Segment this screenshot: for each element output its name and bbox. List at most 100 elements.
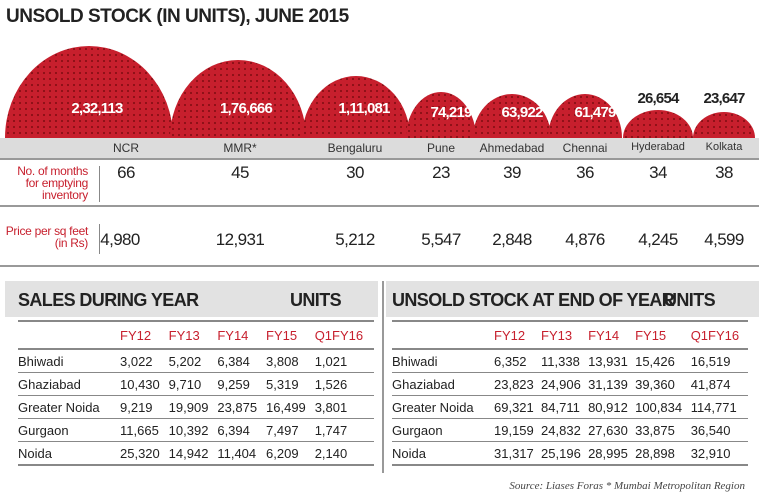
cell-value: 9,710 [168,372,218,396]
table-row: Ghaziabad 10,430 9,710 9,259 5,319 1,526 [18,372,374,396]
cell-value: 36,540 [690,418,748,442]
city-label: Pune [426,141,456,155]
column-header: Q1FY16 [690,321,748,350]
months-value: 36 [576,163,594,182]
column-header: FY12 [494,321,542,350]
cell-value: 13,931 [588,349,636,373]
cell-value: 114,771 [690,395,748,419]
table-row: Ghaziabad 23,823 24,906 31,139 39,360 41,874 [392,372,748,396]
cell-value: 3,801 [314,395,374,419]
months-value: 39 [503,163,521,182]
city-label: NCR [113,141,139,155]
column-header: FY12 [120,321,169,350]
months-value: 23 [432,163,450,182]
cell-value: 7,497 [266,418,315,442]
city-label: Kolkata [705,141,743,153]
sales-units: UNITS [290,290,342,310]
cell-value: 16,519 [690,349,748,373]
cell-value: 6,394 [217,418,267,442]
table-row: Gurgaon 11,665 10,392 6,394 7,497 1,747 [18,418,374,442]
cell-value: 31,139 [588,372,636,396]
cell-value: 84,711 [541,395,589,419]
row-label: Ghaziabad [392,372,494,396]
cell-value: 24,832 [541,418,589,442]
cell-value: 23,875 [217,395,267,419]
bubble-value-label: 63,922 [501,104,543,121]
divider [0,205,759,207]
row-label: Greater Noida [392,395,494,419]
cell-value: 6,352 [494,349,542,373]
price-value: 12,931 [215,230,265,249]
header-cell [18,321,120,350]
bubble-value-label: 61,479 [574,104,616,121]
chevron-icon [91,224,100,254]
table-row: Bhiwadi 3,022 5,202 6,384 3,808 1,021 [18,349,374,373]
bubble-value-label: 74,219 [430,104,472,121]
cell-value: 80,912 [588,395,636,419]
row-label: Gurgaon [392,418,494,442]
months-value: 66 [117,163,135,182]
sales-title: SALES DURING YEAR [18,290,199,310]
bubble [693,112,755,138]
cell-value: 23,823 [494,372,542,396]
row-label: Greater Noida [18,395,120,419]
table-header-row: FY12 FY13 FY14 FY15 Q1FY16 [18,321,374,350]
cell-value: 1,021 [314,349,374,373]
cell-value: 33,875 [635,418,691,442]
table-row: Bhiwadi 6,352 11,338 13,931 15,426 16,519 [392,349,748,373]
column-header: FY14 [217,321,267,350]
header-cell [392,321,494,350]
bubble-value-label: 1,76,666 [220,100,273,117]
city-label: Ahmedabad [479,141,545,155]
cell-value: 15,426 [635,349,691,373]
chart-title: UNSOLD STOCK (IN UNITS), JUNE 2015 [6,6,349,27]
bubble [623,110,693,138]
cell-value: 11,404 [217,441,267,466]
cell-value: 9,219 [120,395,169,419]
price-value: 5,212 [335,230,375,249]
cell-value: 6,209 [266,441,315,466]
bubble-value-label: 23,647 [703,90,745,107]
row-label: Gurgaon [18,418,120,442]
months-row-label: No. of months for emptying inventory [17,164,88,202]
price-value: 4,876 [565,230,605,249]
cell-value: 1,526 [314,372,374,396]
cell-value: 16,499 [266,395,315,419]
price-value: 4,245 [638,230,678,249]
cell-value: 19,159 [494,418,542,442]
sales-header-band [5,281,378,317]
cell-value: 9,259 [217,372,267,396]
city-band [0,138,759,160]
cell-value: 10,392 [168,418,218,442]
price-value: 5,547 [421,230,461,249]
cell-value: 69,321 [494,395,542,419]
city-label: Bengaluru [327,141,383,155]
unsold-units: UNITS [664,290,716,310]
price-value: 4,599 [704,230,744,249]
cell-value: 25,320 [120,441,169,466]
row-label: Noida [18,441,120,466]
cell-value: 6,384 [217,349,267,373]
table-row: Noida 25,320 14,942 11,404 6,209 2,140 [18,441,374,466]
cell-value: 3,808 [266,349,315,373]
bubble [170,60,306,138]
row-label: Noida [392,441,494,466]
cell-value: 5,202 [168,349,218,373]
unsold-table: FY12 FY13 FY14 FY15 Q1FY16 Bhiwadi 6,352 11,338… [392,320,748,466]
months-value: 38 [715,163,733,182]
table-row: Greater Noida 9,219 19,909 23,875 16,499 3,80… [18,395,374,419]
source-note: Source: Liases Foras * Mumbai Metropolit… [509,480,745,492]
cell-value: 14,942 [168,441,218,466]
cell-value: 100,834 [635,395,691,419]
city-label: MMR* [223,141,257,155]
column-header: FY13 [541,321,589,350]
price-value: 2,848 [492,230,532,249]
table-row: Gurgaon 19,159 24,832 27,630 33,875 36,540 [392,418,748,442]
bubble [548,94,622,138]
cell-value: 2,140 [314,441,374,466]
row-label: Bhiwadi [392,349,494,373]
chevron-icon [91,166,100,202]
cell-value: 3,022 [120,349,169,373]
table-row: Noida 31,317 25,196 28,995 28,898 32,910 [392,441,748,466]
